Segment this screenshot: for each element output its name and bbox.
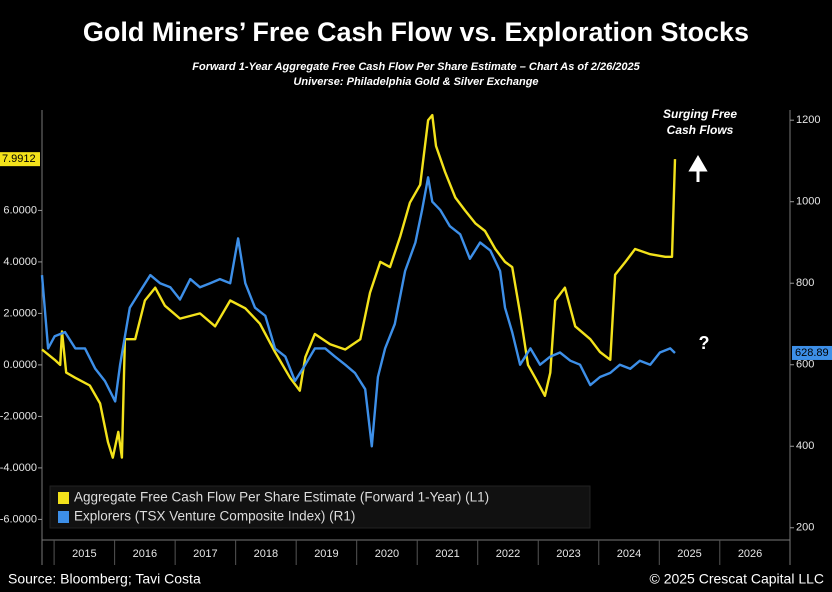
y-tick-label: 0.0000 <box>3 359 37 371</box>
series-line <box>41 113 677 459</box>
subtitle: Forward 1-Year Aggregate Free Cash Flow … <box>192 61 640 73</box>
y-tick-label: -2.0000 <box>0 410 37 422</box>
y2-tick-label: 200 <box>796 522 814 534</box>
x-tick-label: 2026 <box>738 548 762 560</box>
legend-swatch <box>58 492 69 504</box>
source: Source: Bloomberg; Tavi Costa <box>8 571 201 587</box>
tag-box <box>0 152 40 167</box>
arrow <box>688 155 708 182</box>
x-tick-label: 2023 <box>556 548 580 560</box>
series-line <box>40 176 676 448</box>
y-tick-label: -4.0000 <box>0 462 37 474</box>
x-tick-label: 2016 <box>133 548 157 560</box>
copyright: © 2025 Crescat Capital LLC <box>649 571 824 587</box>
y-tick-label: 2.0000 <box>3 307 37 319</box>
last-value-label: 628.89 <box>795 347 829 359</box>
subtitle: Universe: Philadelphia Gold & Silver Exc… <box>293 76 538 88</box>
x-tick-label: 2025 <box>677 548 701 560</box>
y-tick-label: 4.0000 <box>3 256 37 268</box>
y-tick-label: 6.0000 <box>3 204 37 216</box>
legend-box <box>49 485 591 529</box>
legend-label: Explorers (TSX Venture Composite Index) … <box>74 509 355 524</box>
x-tick-label: 2019 <box>314 548 338 560</box>
legend: Aggregate Free Cash Flow Per Share Estim… <box>49 485 591 529</box>
x-tick-label: 2015 <box>72 548 96 560</box>
annotation: Surging Free <box>663 107 737 121</box>
x-tick-label: 2022 <box>496 548 520 560</box>
legend-swatch <box>58 511 69 523</box>
y2-tick-label: 1200 <box>796 114 820 126</box>
chart-title: Gold Miners’ Free Cash Flow vs. Explorat… <box>83 17 749 47</box>
x-tick-label: 2021 <box>435 548 459 560</box>
annotation: Cash Flows <box>667 123 734 137</box>
x-tick-label: 2017 <box>193 548 217 560</box>
last-value-tag: 7.9912 <box>0 152 40 167</box>
x-tick-label: 2018 <box>254 548 278 560</box>
x-tick-label: 2020 <box>375 548 399 560</box>
y2-tick-label: 1000 <box>796 196 820 208</box>
y2-tick-label: 400 <box>796 440 814 452</box>
annotation: ? <box>699 333 710 353</box>
x-tick-label: 2024 <box>617 548 641 560</box>
last-value-label: 7.9912 <box>2 153 36 165</box>
y2-tick-label: 600 <box>796 359 814 371</box>
y2-tick-label: 800 <box>796 277 814 289</box>
legend-label: Aggregate Free Cash Flow Per Share Estim… <box>74 490 489 505</box>
tag-box <box>792 345 832 360</box>
last-value-tag: 628.89 <box>792 345 832 360</box>
y-tick-label: -6.0000 <box>0 513 37 525</box>
